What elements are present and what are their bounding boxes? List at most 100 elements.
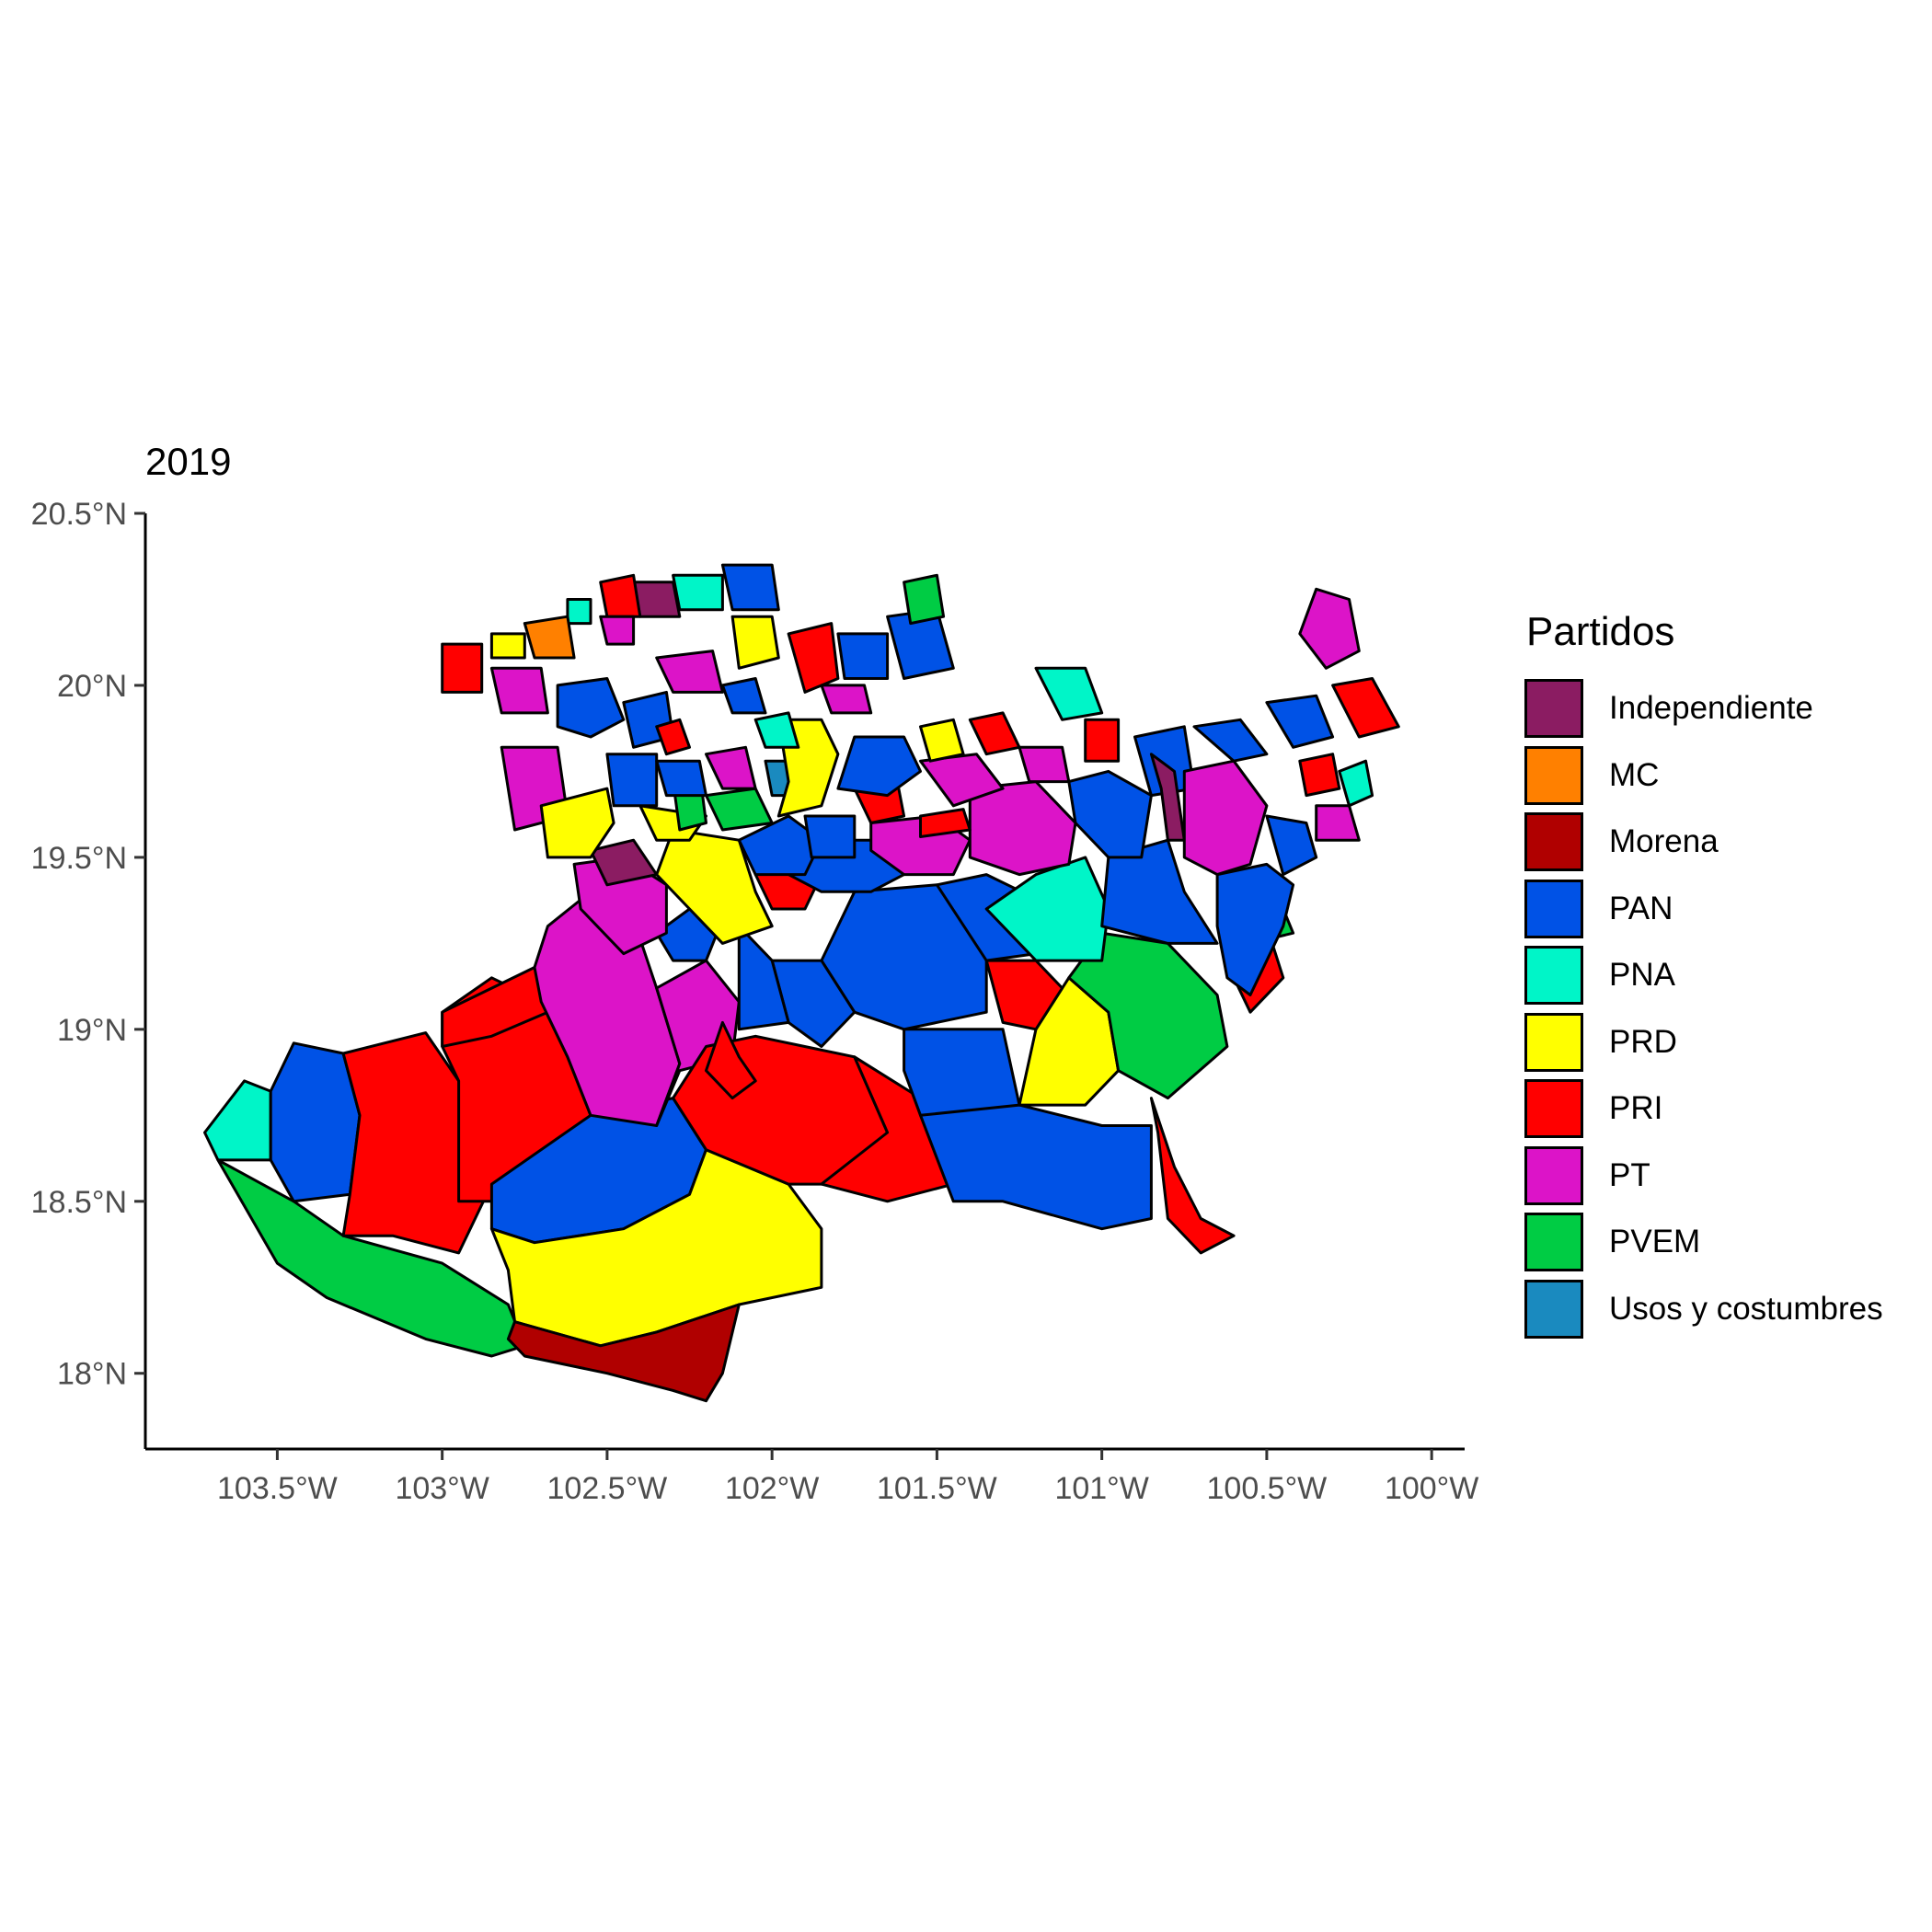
x-tick-label: 102°W	[725, 1471, 819, 1506]
axis-ticks: 103.5°W 103°W 102.5°W 102°W 101.5°W 101°W 100.…	[31, 497, 1479, 1506]
legend-item: PNA	[1524, 942, 1883, 1009]
legend-title: Partidos	[1526, 609, 1675, 654]
y-tick-label: 18.5°N	[31, 1185, 127, 1220]
municipality-region	[605, 753, 659, 808]
municipality-region	[1338, 759, 1374, 808]
municipality-region	[903, 573, 946, 626]
y-tick-label: 20.5°N	[31, 497, 127, 532]
legend-swatch	[1524, 1079, 1583, 1139]
municipality-region	[803, 814, 857, 859]
y-tick-label: 19°N	[57, 1013, 127, 1048]
legend-swatch	[1524, 879, 1583, 938]
municipality-region	[730, 615, 780, 670]
municipality-region	[705, 745, 757, 790]
municipality-region	[1149, 1097, 1236, 1255]
municipality-layer	[203, 563, 1400, 1403]
municipality-region	[1331, 677, 1400, 739]
municipality-region	[672, 573, 724, 612]
municipality-region	[705, 1020, 757, 1100]
municipality-region	[489, 666, 549, 715]
municipality-region	[1265, 814, 1318, 877]
municipality-region	[984, 959, 1064, 1031]
legend-swatch	[1524, 946, 1583, 1006]
municipality-region	[1298, 587, 1361, 670]
municipality-region	[820, 684, 873, 715]
municipality-region	[506, 1303, 741, 1403]
municipality-region	[441, 966, 549, 1048]
municipality-region	[539, 787, 615, 859]
legend-items: Independiente MC Morena PAN PNA PRD PRI PT PVEM U…	[1524, 675, 1883, 1342]
municipality-region	[341, 1031, 493, 1255]
legend-label: PNA	[1609, 957, 1675, 994]
municipality-region	[489, 632, 526, 660]
municipality-region	[599, 615, 636, 646]
municipality-region	[1298, 753, 1341, 798]
axes	[144, 513, 1465, 1451]
legend-label: Morena	[1609, 823, 1719, 860]
legend: Partidos Independiente MC Morena PAN PNA PRD P…	[1524, 609, 1883, 1342]
y-tick-label: 19.5°N	[31, 841, 127, 876]
legend-item: PT	[1524, 1143, 1883, 1210]
municipality-region	[753, 711, 800, 749]
x-tick-label: 101.5°W	[877, 1471, 997, 1506]
municipality-region	[836, 632, 890, 680]
municipality-region	[1084, 718, 1121, 763]
legend-item: MC	[1524, 742, 1883, 810]
legend-item: PRD	[1524, 1009, 1883, 1076]
legend-label: MC	[1609, 756, 1660, 793]
x-tick-label: 103°W	[395, 1471, 489, 1506]
municipality-region	[1192, 718, 1269, 763]
legend-label: PVEM	[1609, 1224, 1701, 1260]
legend-label: Usos y costumbres	[1609, 1290, 1883, 1327]
legend-label: PAN	[1609, 890, 1673, 926]
legend-swatch	[1524, 1213, 1583, 1272]
legend-swatch	[1524, 745, 1583, 805]
legend-label: PRI	[1609, 1090, 1663, 1127]
municipality-region	[1018, 745, 1071, 784]
legend-item: PRI	[1524, 1075, 1883, 1143]
municipality-region	[705, 787, 774, 832]
legend-label: PRD	[1609, 1023, 1677, 1060]
municipality-region	[787, 622, 840, 694]
legend-item: Usos y costumbres	[1524, 1276, 1883, 1343]
x-tick-label: 103.5°W	[217, 1471, 338, 1506]
municipality-region	[968, 711, 1021, 756]
municipality-region	[1149, 753, 1186, 842]
municipality-region	[441, 642, 484, 694]
municipality-region	[1315, 804, 1361, 842]
municipality-region	[1215, 862, 1295, 996]
municipality-region	[1034, 666, 1104, 721]
x-tick-label: 101°W	[1054, 1471, 1148, 1506]
x-tick-label: 102.5°W	[547, 1471, 668, 1506]
legend-swatch	[1524, 1012, 1583, 1072]
municipality-region	[1265, 694, 1335, 749]
municipality-region	[720, 563, 780, 612]
municipality-region	[919, 1103, 1153, 1231]
municipality-region	[566, 598, 592, 626]
municipality-region	[655, 718, 691, 756]
municipality-region	[655, 650, 724, 694]
legend-swatch	[1524, 1279, 1583, 1339]
municipality-region	[523, 615, 576, 660]
legend-label: Independiente	[1609, 690, 1813, 727]
municipality-region	[720, 677, 767, 715]
x-tick-label: 100°W	[1385, 1471, 1478, 1506]
legend-item: Independiente	[1524, 675, 1883, 742]
legend-item: Morena	[1524, 809, 1883, 876]
municipality-region	[655, 759, 707, 798]
municipality-region	[737, 925, 790, 1031]
x-tick-label: 100.5°W	[1207, 1471, 1328, 1506]
municipality-region	[1067, 931, 1229, 1100]
legend-label: PT	[1609, 1156, 1650, 1193]
legend-swatch	[1524, 1145, 1583, 1205]
legend-swatch	[1524, 812, 1583, 872]
municipality-region	[203, 1079, 272, 1162]
municipality-region	[1067, 769, 1153, 859]
y-tick-label: 20°N	[57, 669, 127, 704]
legend-swatch	[1524, 679, 1583, 739]
y-tick-label: 18°N	[57, 1357, 127, 1392]
legend-item: PVEM	[1524, 1209, 1883, 1276]
municipality-region	[836, 735, 922, 798]
municipality-region	[919, 718, 965, 763]
